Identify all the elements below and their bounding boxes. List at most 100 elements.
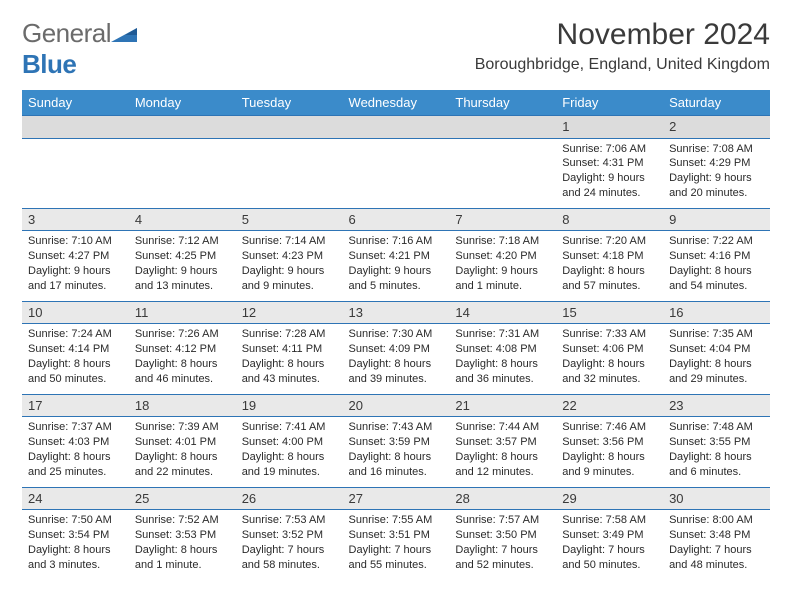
sunrise-text: Sunrise: 7:39 AM [135, 420, 230, 435]
sunset-text: Sunset: 4:08 PM [455, 342, 550, 357]
sunrise-text: Sunrise: 7:08 AM [669, 142, 764, 157]
day-number: 14 [449, 301, 556, 324]
day-number: 21 [449, 394, 556, 417]
day-cell [449, 138, 556, 208]
sunrise-text: Sunrise: 7:37 AM [28, 420, 123, 435]
day-number: 8 [556, 208, 663, 231]
sunrise-text: Sunrise: 7:57 AM [455, 513, 550, 528]
sunrise-text: Sunrise: 7:16 AM [349, 234, 444, 249]
day2-text: and 39 minutes. [349, 372, 444, 387]
sunset-text: Sunset: 4:09 PM [349, 342, 444, 357]
day-number: 2 [663, 116, 770, 139]
sunset-text: Sunset: 4:12 PM [135, 342, 230, 357]
sunset-text: Sunset: 4:25 PM [135, 249, 230, 264]
day2-text: and 36 minutes. [455, 372, 550, 387]
day-cell: Sunrise: 7:41 AMSunset: 4:00 PMDaylight:… [236, 417, 343, 487]
day1-text: Daylight: 8 hours [349, 357, 444, 372]
day2-text: and 1 minute. [455, 279, 550, 294]
day-cell: Sunrise: 7:33 AMSunset: 4:06 PMDaylight:… [556, 324, 663, 394]
day-number: 20 [343, 394, 450, 417]
day2-text: and 12 minutes. [455, 465, 550, 480]
sunset-text: Sunset: 3:49 PM [562, 528, 657, 543]
day-number: 24 [22, 487, 129, 510]
day1-text: Daylight: 7 hours [562, 543, 657, 558]
day-cell: Sunrise: 7:52 AMSunset: 3:53 PMDaylight:… [129, 510, 236, 580]
day1-text: Daylight: 7 hours [242, 543, 337, 558]
day1-text: Daylight: 8 hours [28, 543, 123, 558]
day2-text: and 5 minutes. [349, 279, 444, 294]
day-number-row: 3456789 [22, 208, 770, 231]
day-number: 4 [129, 208, 236, 231]
day-number: 11 [129, 301, 236, 324]
sunrise-text: Sunrise: 7:41 AM [242, 420, 337, 435]
week-row: Sunrise: 7:24 AMSunset: 4:14 PMDaylight:… [22, 324, 770, 394]
sunrise-text: Sunrise: 7:46 AM [562, 420, 657, 435]
day2-text: and 46 minutes. [135, 372, 230, 387]
day1-text: Daylight: 8 hours [669, 450, 764, 465]
day-number: 19 [236, 394, 343, 417]
day-cell: Sunrise: 7:24 AMSunset: 4:14 PMDaylight:… [22, 324, 129, 394]
day-cell: Sunrise: 7:12 AMSunset: 4:25 PMDaylight:… [129, 231, 236, 301]
week-row: Sunrise: 7:06 AMSunset: 4:31 PMDaylight:… [22, 138, 770, 208]
logo-part2: Blue [22, 49, 76, 79]
sunset-text: Sunset: 4:20 PM [455, 249, 550, 264]
header: GeneralBlue November 2024 Boroughbridge,… [22, 18, 770, 80]
day-cell: Sunrise: 7:20 AMSunset: 4:18 PMDaylight:… [556, 231, 663, 301]
day1-text: Daylight: 8 hours [28, 357, 123, 372]
day-cell: Sunrise: 7:10 AMSunset: 4:27 PMDaylight:… [22, 231, 129, 301]
logo-triangle-icon [111, 18, 137, 49]
day-header: Saturday [663, 90, 770, 116]
sunset-text: Sunset: 3:56 PM [562, 435, 657, 450]
sunset-text: Sunset: 3:55 PM [669, 435, 764, 450]
day1-text: Daylight: 7 hours [669, 543, 764, 558]
sunrise-text: Sunrise: 7:33 AM [562, 327, 657, 342]
day2-text: and 50 minutes. [562, 558, 657, 573]
sunrise-text: Sunrise: 7:06 AM [562, 142, 657, 157]
day-number [343, 116, 450, 139]
day-cell: Sunrise: 7:14 AMSunset: 4:23 PMDaylight:… [236, 231, 343, 301]
sunrise-text: Sunrise: 7:53 AM [242, 513, 337, 528]
day1-text: Daylight: 8 hours [562, 264, 657, 279]
day-cell: Sunrise: 7:48 AMSunset: 3:55 PMDaylight:… [663, 417, 770, 487]
day2-text: and 25 minutes. [28, 465, 123, 480]
day-number: 28 [449, 487, 556, 510]
day-cell [22, 138, 129, 208]
sunrise-text: Sunrise: 7:52 AM [135, 513, 230, 528]
day2-text: and 1 minute. [135, 558, 230, 573]
sunset-text: Sunset: 4:16 PM [669, 249, 764, 264]
day2-text: and 48 minutes. [669, 558, 764, 573]
day2-text: and 20 minutes. [669, 186, 764, 201]
day-header: Tuesday [236, 90, 343, 116]
day-number: 5 [236, 208, 343, 231]
sunrise-text: Sunrise: 7:55 AM [349, 513, 444, 528]
day-cell [129, 138, 236, 208]
logo: GeneralBlue [22, 18, 137, 80]
day1-text: Daylight: 8 hours [669, 357, 764, 372]
day2-text: and 9 minutes. [242, 279, 337, 294]
sunset-text: Sunset: 3:54 PM [28, 528, 123, 543]
day-cell: Sunrise: 7:43 AMSunset: 3:59 PMDaylight:… [343, 417, 450, 487]
sunset-text: Sunset: 3:52 PM [242, 528, 337, 543]
day-number: 30 [663, 487, 770, 510]
day-number [129, 116, 236, 139]
day-cell: Sunrise: 7:30 AMSunset: 4:09 PMDaylight:… [343, 324, 450, 394]
sunset-text: Sunset: 3:53 PM [135, 528, 230, 543]
day2-text: and 24 minutes. [562, 186, 657, 201]
sunset-text: Sunset: 3:51 PM [349, 528, 444, 543]
sunrise-text: Sunrise: 7:30 AM [349, 327, 444, 342]
day2-text: and 32 minutes. [562, 372, 657, 387]
day-cell: Sunrise: 7:22 AMSunset: 4:16 PMDaylight:… [663, 231, 770, 301]
day-number: 25 [129, 487, 236, 510]
day1-text: Daylight: 8 hours [28, 450, 123, 465]
day2-text: and 22 minutes. [135, 465, 230, 480]
logo-text: GeneralBlue [22, 18, 137, 80]
day-cell: Sunrise: 7:26 AMSunset: 4:12 PMDaylight:… [129, 324, 236, 394]
day-number-row: 12 [22, 116, 770, 139]
day-header: Wednesday [343, 90, 450, 116]
day-number [236, 116, 343, 139]
day-number: 26 [236, 487, 343, 510]
day-number: 23 [663, 394, 770, 417]
month-title: November 2024 [475, 18, 770, 52]
day1-text: Daylight: 8 hours [349, 450, 444, 465]
day-number: 6 [343, 208, 450, 231]
